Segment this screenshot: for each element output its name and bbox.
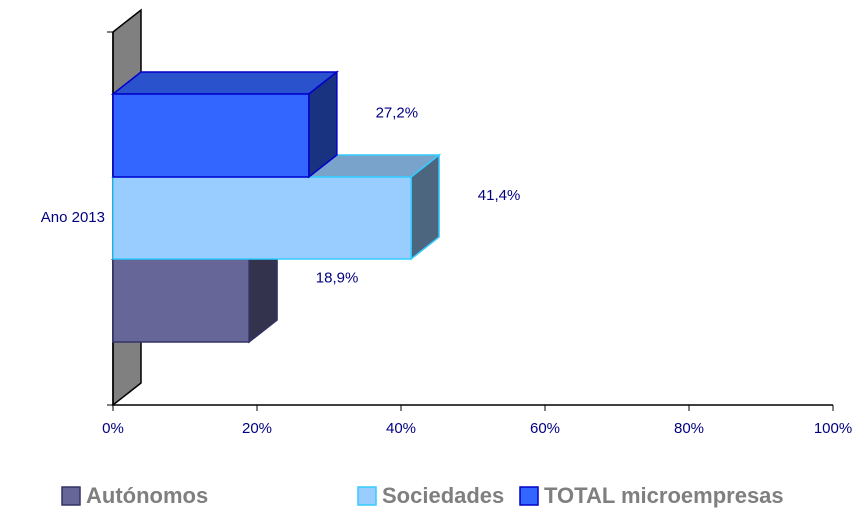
bar (112, 258, 250, 343)
x-tick-label: 100% (814, 420, 852, 437)
value-label: 18,9% (316, 269, 359, 286)
legend-swatch (357, 486, 377, 506)
legend-label: Sociedades (382, 483, 504, 508)
bar-top (110, 71, 340, 95)
legend-label: TOTAL microempresas (544, 483, 784, 508)
legend-swatch (519, 486, 539, 506)
legend-swatch (61, 486, 81, 506)
value-label: 27,2% (376, 104, 419, 121)
x-tick-label: 40% (386, 420, 416, 437)
category-label: Ano 2013 (41, 209, 105, 226)
x-tick-label: 20% (242, 420, 272, 437)
x-tick-label: 80% (674, 420, 704, 437)
x-tick-label: 60% (530, 420, 560, 437)
x-tick-label: 0% (102, 420, 124, 437)
value-label: 41,4% (478, 187, 521, 204)
bar (112, 176, 412, 260)
legend-label: Autónomos (86, 483, 208, 508)
bar (112, 93, 310, 178)
